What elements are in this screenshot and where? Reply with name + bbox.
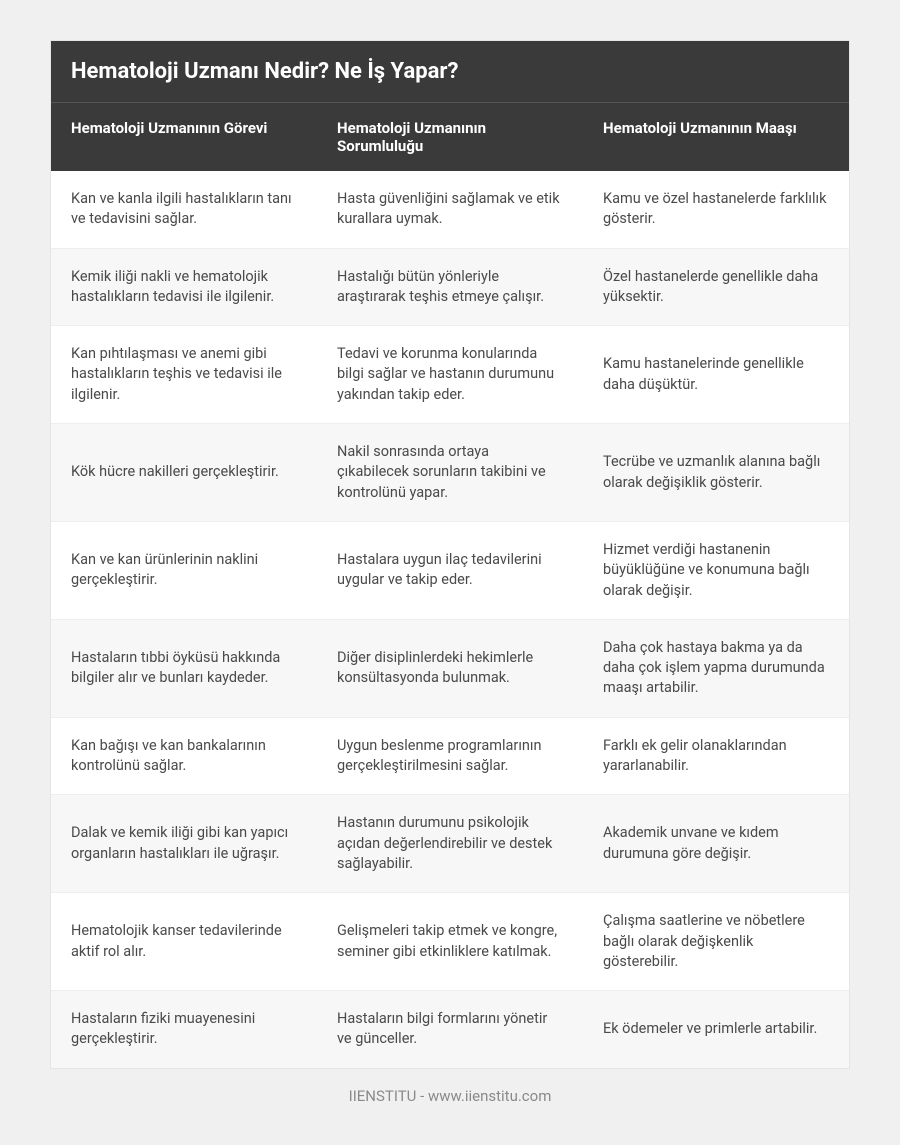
table-row: Kök hücre nakilleri gerçekleştirir. Naki… <box>51 424 849 522</box>
column-header-gorevi: Hematoloji Uzmanının Görevi <box>51 103 317 172</box>
cell-gorevi: Hastaların fiziki muayenesini gerçekleşt… <box>51 991 317 1068</box>
table-container: Hematoloji Uzmanı Nedir? Ne İş Yapar? He… <box>50 40 850 1069</box>
table-row: Kan ve kanla ilgili hastalıkların tanı v… <box>51 171 849 248</box>
cell-sorumlulugu: Hastaların bilgi formlarını yönetir ve g… <box>317 991 583 1068</box>
cell-sorumlulugu: Hastalara uygun ilaç tedavilerini uygula… <box>317 521 583 619</box>
table-header-row: Hematoloji Uzmanının Görevi Hematoloji U… <box>51 103 849 172</box>
table-row: Hastaların tıbbi öyküsü hakkında bilgile… <box>51 619 849 717</box>
column-header-sorumlulugu: Hematoloji Uzmanının Sorumluluğu <box>317 103 583 172</box>
cell-maasi: Ek ödemeler ve primlerle artabilir. <box>583 991 849 1068</box>
data-table: Hematoloji Uzmanının Görevi Hematoloji U… <box>51 102 849 1068</box>
cell-maasi: Farklı ek gelir olanaklarından yararlana… <box>583 717 849 795</box>
cell-maasi: Akademik unvane ve kıdem durumuna göre d… <box>583 795 849 893</box>
table-row: Kan bağışı ve kan bankalarının kontrolün… <box>51 717 849 795</box>
cell-gorevi: Hastaların tıbbi öyküsü hakkında bilgile… <box>51 619 317 717</box>
cell-sorumlulugu: Diğer disiplinlerdeki hekimlerle konsült… <box>317 619 583 717</box>
cell-sorumlulugu: Hastanın durumunu psikolojik açıdan değe… <box>317 795 583 893</box>
cell-maasi: Tecrübe ve uzmanlık alanına bağlı olarak… <box>583 424 849 522</box>
cell-maasi: Daha çok hastaya bakma ya da daha çok iş… <box>583 619 849 717</box>
footer-text: IIENSTITU - www.iienstitu.com <box>50 1069 850 1105</box>
table-title: Hematoloji Uzmanı Nedir? Ne İş Yapar? <box>51 41 849 102</box>
table-row: Hastaların fiziki muayenesini gerçekleşt… <box>51 991 849 1068</box>
cell-gorevi: Kemik iliği nakli ve hematolojik hastalı… <box>51 248 317 326</box>
cell-gorevi: Kök hücre nakilleri gerçekleştirir. <box>51 424 317 522</box>
cell-gorevi: Dalak ve kemik iliği gibi kan yapıcı org… <box>51 795 317 893</box>
cell-gorevi: Kan ve kan ürünlerinin naklini gerçekleş… <box>51 521 317 619</box>
cell-gorevi: Kan bağışı ve kan bankalarının kontrolün… <box>51 717 317 795</box>
table-body: Kan ve kanla ilgili hastalıkların tanı v… <box>51 171 849 1068</box>
cell-maasi: Çalışma saatlerine ve nöbetlere bağlı ol… <box>583 893 849 991</box>
column-header-maasi: Hematoloji Uzmanının Maaşı <box>583 103 849 172</box>
table-row: Kan ve kan ürünlerinin naklini gerçekleş… <box>51 521 849 619</box>
table-row: Kan pıhtılaşması ve anemi gibi hastalıkl… <box>51 326 849 424</box>
cell-maasi: Kamu hastanelerinde genellikle daha düşü… <box>583 326 849 424</box>
cell-gorevi: Kan ve kanla ilgili hastalıkların tanı v… <box>51 171 317 248</box>
cell-sorumlulugu: Nakil sonrasında ortaya çıkabilecek soru… <box>317 424 583 522</box>
cell-gorevi: Kan pıhtılaşması ve anemi gibi hastalıkl… <box>51 326 317 424</box>
cell-sorumlulugu: Tedavi ve korunma konularında bilgi sağl… <box>317 326 583 424</box>
table-row: Dalak ve kemik iliği gibi kan yapıcı org… <box>51 795 849 893</box>
cell-gorevi: Hematolojik kanser tedavilerinde aktif r… <box>51 893 317 991</box>
cell-sorumlulugu: Gelişmeleri takip etmek ve kongre, semin… <box>317 893 583 991</box>
cell-maasi: Hizmet verdiği hastanenin büyüklüğüne ve… <box>583 521 849 619</box>
table-row: Kemik iliği nakli ve hematolojik hastalı… <box>51 248 849 326</box>
cell-sorumlulugu: Hastalığı bütün yönleriyle araştırarak t… <box>317 248 583 326</box>
cell-sorumlulugu: Uygun beslenme programlarının gerçekleşt… <box>317 717 583 795</box>
cell-maasi: Kamu ve özel hastanelerde farklılık göst… <box>583 171 849 248</box>
cell-maasi: Özel hastanelerde genellikle daha yüksek… <box>583 248 849 326</box>
table-row: Hematolojik kanser tedavilerinde aktif r… <box>51 893 849 991</box>
cell-sorumlulugu: Hasta güvenliğini sağlamak ve etik kural… <box>317 171 583 248</box>
